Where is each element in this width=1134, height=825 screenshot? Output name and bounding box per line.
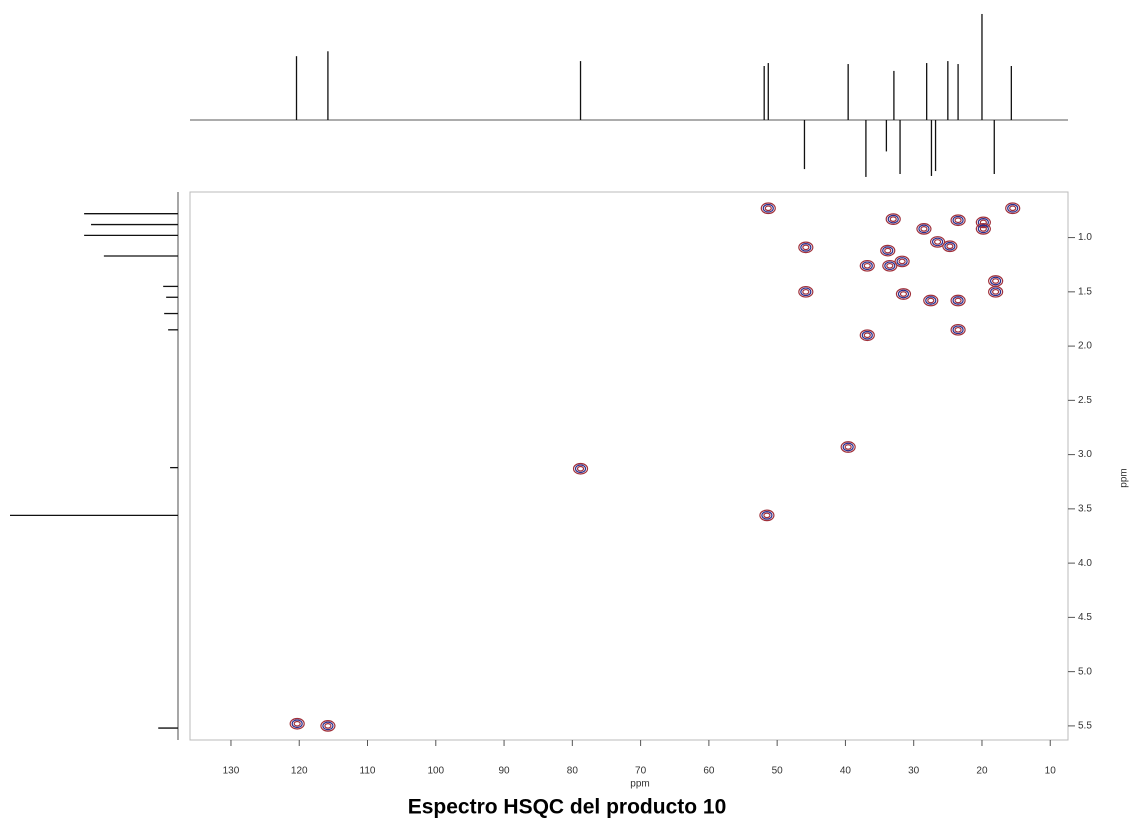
cross-peak xyxy=(798,285,814,298)
y-tick-label: 5.0 xyxy=(1078,666,1092,677)
cross-peak xyxy=(988,275,1004,287)
cross-peak xyxy=(895,288,912,300)
x-axis-label: ppm xyxy=(630,779,649,790)
cross-peak xyxy=(950,323,966,336)
cross-peak xyxy=(572,462,589,475)
y-tick-label: 4.5 xyxy=(1078,612,1092,623)
x-tick-label: 40 xyxy=(840,766,852,777)
cross-peak xyxy=(320,720,336,732)
cross-peak xyxy=(759,509,775,522)
cross-peak xyxy=(760,202,776,215)
cross-peak xyxy=(859,259,875,272)
cross-peak xyxy=(988,285,1004,298)
y-tick-label: 2.5 xyxy=(1078,395,1092,406)
y-tick-label: 1.5 xyxy=(1078,286,1092,297)
cross-peak xyxy=(885,213,901,225)
x-tick-label: 10 xyxy=(1045,766,1057,777)
cross-peak xyxy=(840,441,856,453)
y-tick-label: 4.0 xyxy=(1078,558,1092,569)
cross-peak xyxy=(923,294,939,307)
cross-peak xyxy=(882,259,898,272)
x-tick-label: 20 xyxy=(976,766,988,777)
cross-peak xyxy=(880,244,896,257)
x-tick-label: 110 xyxy=(360,766,376,777)
y-tick-label: 1.0 xyxy=(1078,232,1092,243)
y-axis-label: ppm xyxy=(1119,468,1130,487)
chart-title: Espectro HSQC del producto 10 xyxy=(408,796,727,819)
cross-peak xyxy=(942,240,958,253)
x-tick-label: 50 xyxy=(772,766,784,777)
cross-peak xyxy=(1005,202,1021,215)
x-tick-label: 80 xyxy=(567,766,579,777)
cross-peak xyxy=(950,214,966,227)
y-tick-label: 5.5 xyxy=(1078,721,1092,732)
cross-peak xyxy=(950,294,966,307)
x-tick-label: 120 xyxy=(291,766,308,777)
x-tick-label: 30 xyxy=(908,766,920,777)
plot-frame xyxy=(189,191,1069,741)
cross-peak xyxy=(975,223,991,235)
y-tick-label: 2.0 xyxy=(1078,341,1092,352)
cross-peak xyxy=(929,236,946,248)
cross-peak xyxy=(894,255,910,268)
x-tick-label: 60 xyxy=(703,766,715,777)
cross-peak xyxy=(916,223,932,235)
x-tick-label: 70 xyxy=(635,766,647,777)
x-tick-label: 100 xyxy=(427,766,444,777)
x-tick-label: 130 xyxy=(223,766,240,777)
cross-peak xyxy=(859,329,875,342)
cross-peak xyxy=(798,241,814,254)
y-tick-label: 3.0 xyxy=(1078,449,1092,460)
x-tick-label: 90 xyxy=(498,766,510,777)
cross-peak xyxy=(289,717,305,730)
y-tick-label: 3.5 xyxy=(1078,504,1092,515)
